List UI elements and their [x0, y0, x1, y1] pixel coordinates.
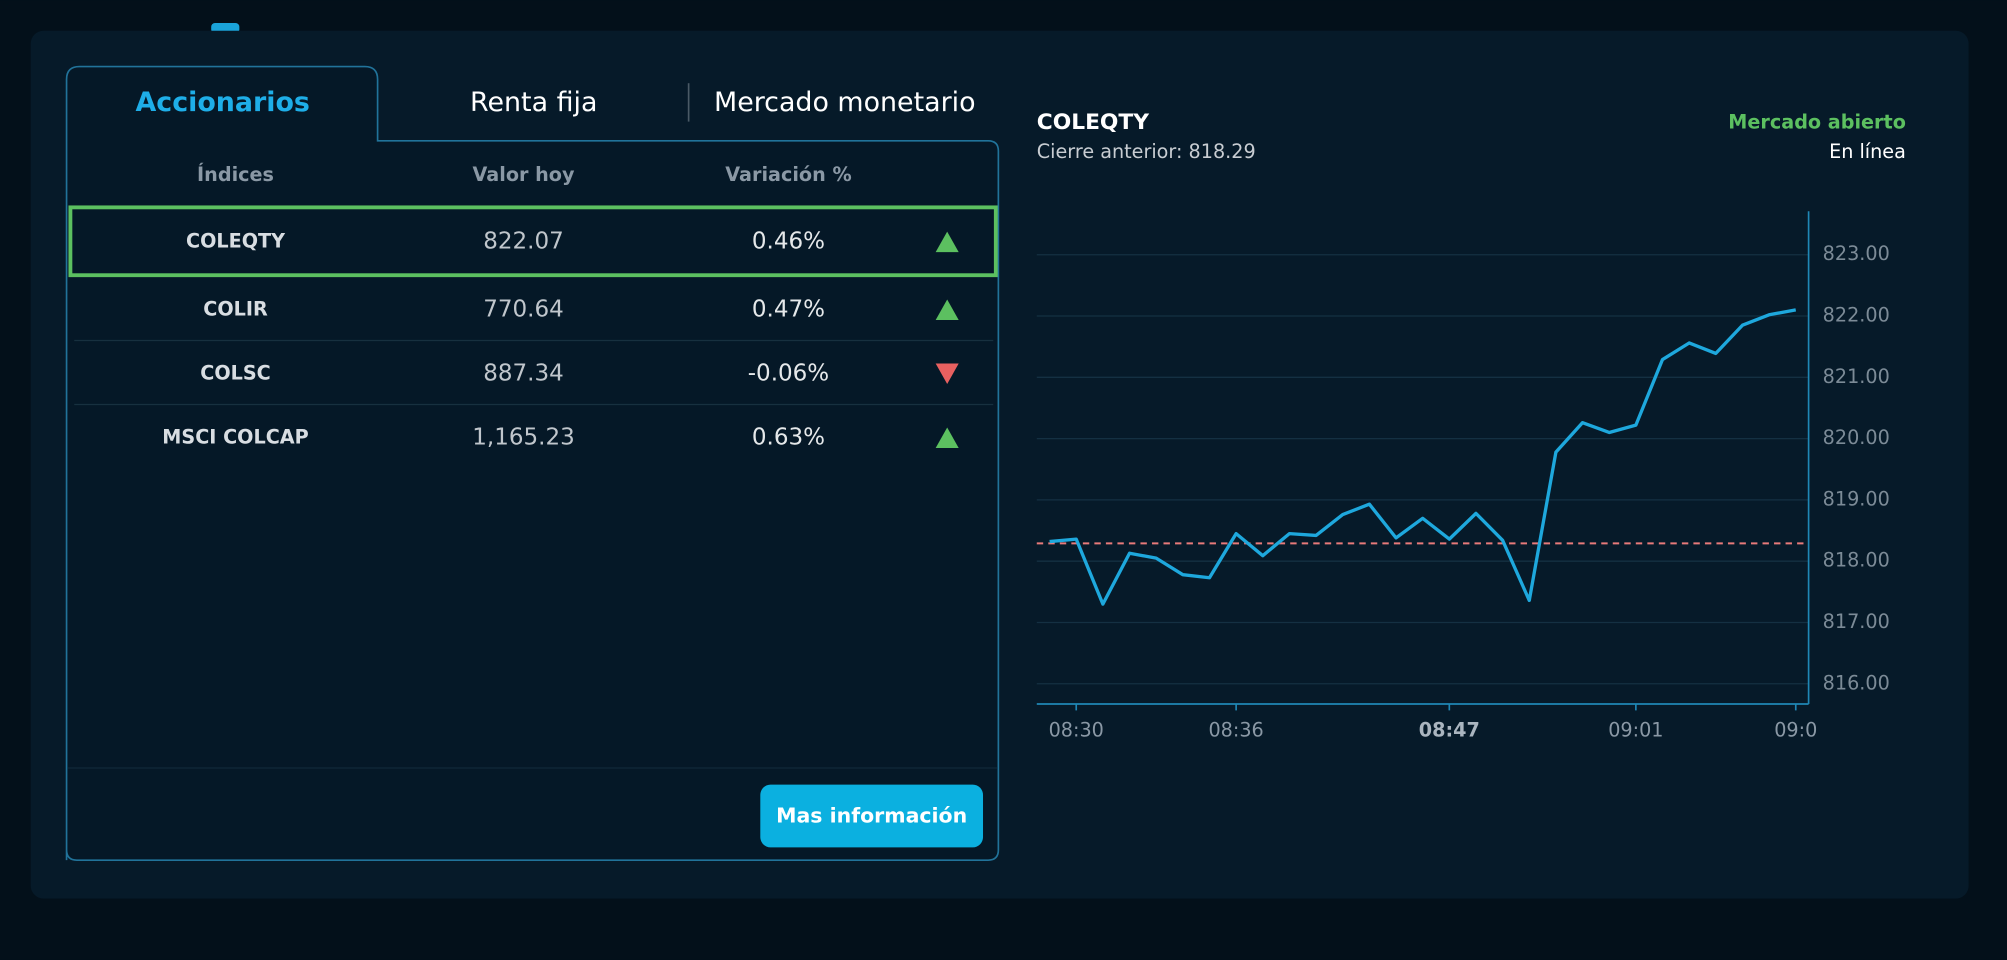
index-name[interactable]: MSCI COLCAP	[162, 425, 308, 448]
column-header: Variación %	[725, 163, 851, 186]
index-value[interactable]: 770.64	[483, 296, 564, 322]
button-label[interactable]: Mas información	[776, 804, 967, 828]
tab[interactable]: Renta fija	[470, 87, 597, 118]
price-line	[1049, 308, 1797, 606]
market-status: Mercado abierto	[1728, 110, 1906, 133]
y-tick-label: 819.00	[1823, 487, 1890, 510]
tabs: Accionarios Renta fija Mercado monetario	[135, 87, 975, 118]
x-tick-label: 08:36	[1208, 718, 1263, 741]
index-change[interactable]: -0.06%	[748, 360, 829, 386]
index-name[interactable]: COLIR	[203, 297, 268, 320]
y-tick-label: 821.00	[1823, 365, 1890, 388]
y-tick-label: 823.00	[1823, 242, 1890, 265]
index-name[interactable]: COLSC	[200, 361, 271, 384]
index-value[interactable]: 1,165.23	[472, 424, 575, 450]
chart-title: COLEQTY	[1037, 110, 1149, 135]
y-tick-label: 822.00	[1823, 304, 1890, 327]
index-name[interactable]: COLEQTY	[186, 229, 286, 252]
y-tick-label: 816.00	[1823, 671, 1890, 694]
index-value[interactable]: 822.07	[483, 228, 564, 254]
column-header: Índices	[197, 163, 274, 186]
up-arrow	[935, 231, 959, 253]
table: Índices Valor hoy Variación % COLEQTY 822.07…	[68, 163, 998, 450]
index-change[interactable]: 0.46%	[752, 228, 825, 254]
x-tick-label: 08:47	[1419, 718, 1480, 741]
chart-subtitle: Cierre anterior: 818.29	[1037, 140, 1256, 163]
index-value[interactable]: 887.34	[483, 360, 564, 386]
down-arrow	[935, 363, 959, 385]
more-info-button[interactable]	[760, 784, 984, 848]
tab[interactable]: Mercado monetario	[714, 87, 975, 118]
selected-row[interactable]	[68, 205, 998, 278]
chart: 816.00 817.00 818.00 819.00 820.00 821.00 822.…	[1036, 211, 1890, 741]
x-tick-label: 09:01	[1608, 718, 1663, 741]
index-change[interactable]: 0.47%	[752, 296, 825, 322]
y-tick-label: 820.00	[1823, 426, 1890, 449]
x-tick-label: 08:30	[1049, 718, 1104, 741]
column-header: Valor hoy	[473, 163, 575, 186]
index-change[interactable]: 0.63%	[752, 424, 825, 450]
up-arrow	[935, 299, 959, 321]
connection-status: En línea	[1829, 140, 1906, 163]
table-card	[65, 65, 1000, 861]
x-tick-label: 09:0	[1774, 718, 1817, 741]
tab[interactable]: Accionarios	[135, 87, 309, 118]
up-arrow	[935, 427, 959, 449]
y-tick-label: 817.00	[1823, 610, 1890, 633]
y-tick-label: 818.00	[1823, 549, 1890, 572]
